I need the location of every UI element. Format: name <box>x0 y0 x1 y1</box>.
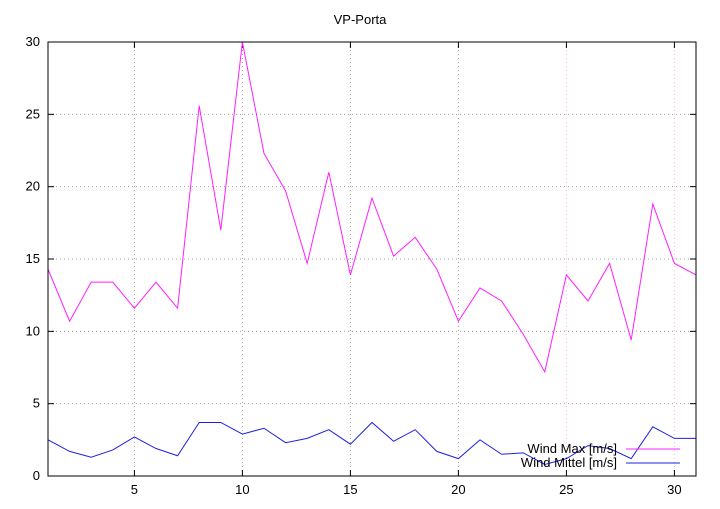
y-tick-label: 20 <box>26 179 40 194</box>
series-line-wind-mittel <box>47 421 696 465</box>
axis-ticks: 0 5 10 15 20 25 30 5 10 15 20 25 30 <box>26 34 696 497</box>
grid <box>48 42 696 476</box>
legend-label: Wind Mittel [m/s] <box>521 455 617 470</box>
y-tick-label: 5 <box>33 396 40 411</box>
y-tick-label: 30 <box>26 34 40 49</box>
x-tick-label: 25 <box>559 482 573 497</box>
x-tick-label: 30 <box>667 482 681 497</box>
x-tick-label: 5 <box>131 482 138 497</box>
legend-label: Wind Max [m/s] <box>527 441 617 456</box>
x-tick-label: 10 <box>235 482 249 497</box>
y-tick-label: 10 <box>26 323 40 338</box>
plot-border <box>47 41 697 477</box>
legend: Wind Max [m/s]Wind Mittel [m/s] <box>521 441 680 470</box>
series-lines <box>47 41 697 465</box>
y-tick-label: 0 <box>33 468 40 483</box>
series-line-wind-max <box>47 41 697 374</box>
x-tick-label: 20 <box>451 482 465 497</box>
chart-title: VP-Porta <box>334 12 388 27</box>
y-tick-label: 25 <box>26 106 40 121</box>
y-tick-label: 15 <box>26 251 40 266</box>
x-tick-label: 15 <box>343 482 357 497</box>
